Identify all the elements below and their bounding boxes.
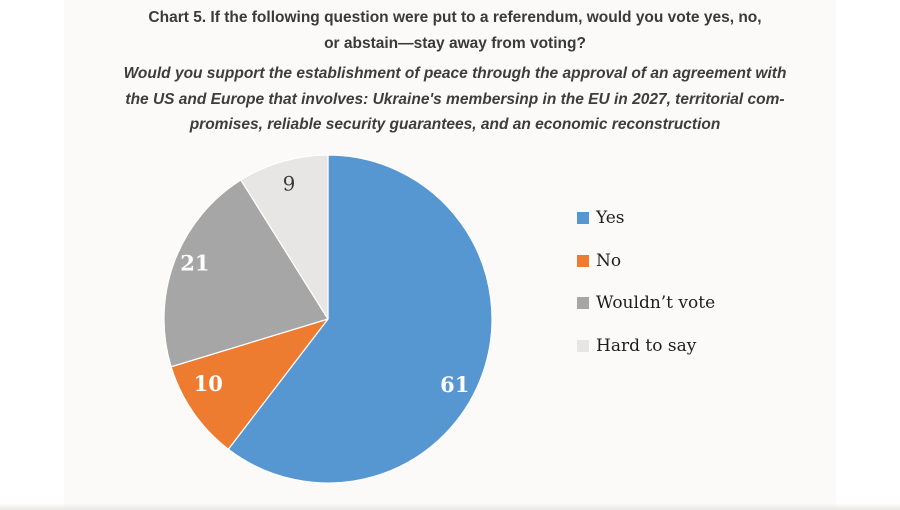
legend-item-wouldnt-vote: Wouldn’t vote [577,282,715,325]
legend-item-no: No [577,240,715,283]
pie-slice-hard-to-say [240,154,329,320]
chart-title-line2: or abstain—stay away from voting? [324,34,586,52]
pie-label-hard-to-say: 9 [283,172,296,196]
legend-label-wouldnt-vote: Wouldn’t vote [596,293,716,314]
chart-subtitle-line3: promises, reliable security guarantees, … [189,116,721,133]
pie-label-yes: 61 [440,372,469,397]
legend-item-hard-to-say: Hard to say [577,325,715,368]
chart-subtitle-line1: Would you support the establishment of p… [123,65,787,82]
pie-label-no: 10 [194,371,223,396]
pie-slice-yes [227,154,493,484]
legend-swatch-wouldnt-vote [577,297,589,310]
legend: Yes No Wouldn’t vote Hard to say [577,197,715,367]
pie-slice-no [170,318,329,450]
chart-subtitle: Would you support the establishment of p… [15,61,895,138]
pie-label-wouldn-t-vote: 21 [180,251,209,276]
legend-label-no: No [596,250,622,271]
legend-swatch-no [577,254,589,267]
legend-swatch-hard-to-say [577,340,589,353]
legend-swatch-yes [577,212,589,225]
chart-subtitle-line2: the US and Europe that involves: Ukraine… [125,90,785,108]
chart-title-line1: Chart 5. If the following question were … [148,9,762,26]
chart-title: Chart 5. If the following question were … [15,5,895,56]
legend-label-hard-to-say: Hard to say [596,336,697,357]
pie-slice-wouldn-t-vote [163,179,329,368]
legend-label-yes: Yes [596,208,625,229]
legend-item-yes: Yes [577,197,715,240]
bottom-shadow [0,503,900,510]
pie-chart: 61 10 21 9 [163,154,493,484]
